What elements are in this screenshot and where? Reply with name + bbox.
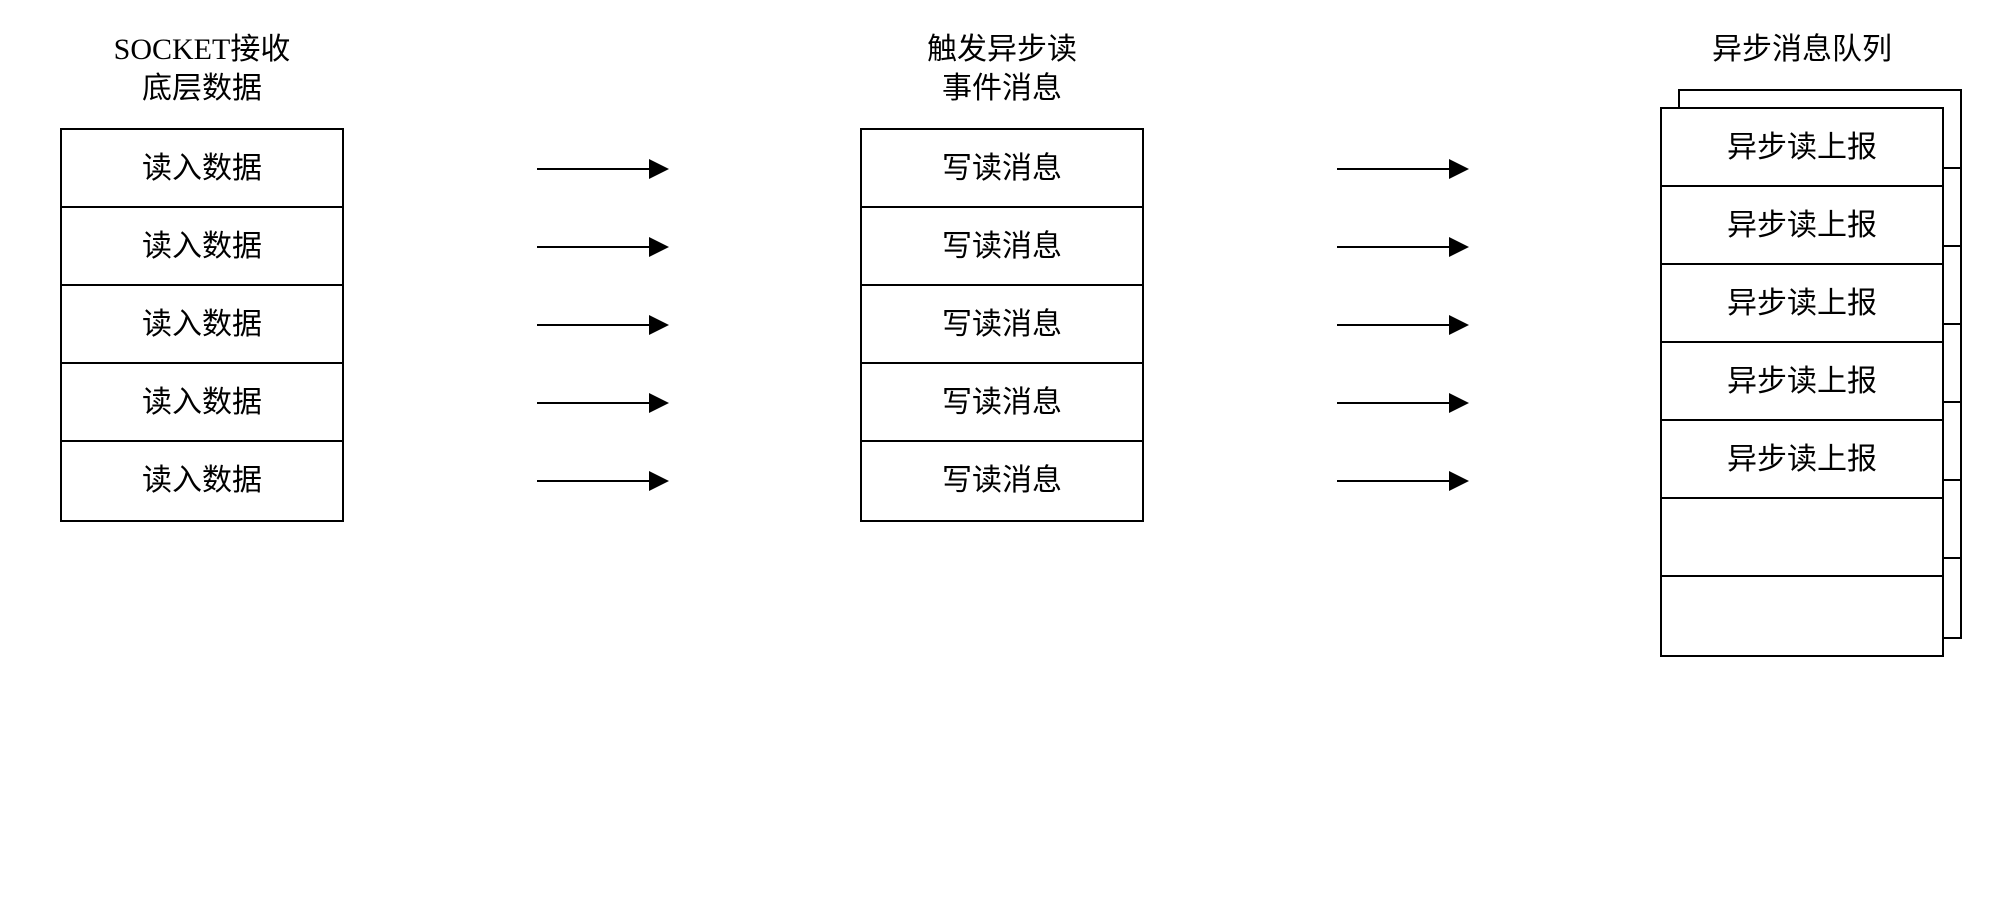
middle-column-title: 触发异步读 事件消息 [927,30,1077,108]
right-cell-empty [1662,577,1942,655]
right-cell: 异步读上报 [1662,187,1942,265]
right-stack-front: 异步读上报 异步读上报 异步读上报 异步读上报 异步读上报 [1660,107,1944,657]
right-cell: 异步读上报 [1662,421,1942,499]
arrow-row [1337,130,1467,208]
arrows-middle-right [1337,30,1467,520]
left-stack: 读入数据 读入数据 读入数据 读入数据 读入数据 [60,128,344,522]
arrow-row [1337,208,1467,286]
diagram-container: SOCKET接收 底层数据 读入数据 读入数据 读入数据 读入数据 读入数据 触… [60,30,1944,657]
middle-column: 触发异步读 事件消息 写读消息 写读消息 写读消息 写读消息 写读消息 [860,30,1144,522]
arrow-icon [537,246,667,248]
arrow-icon [1337,480,1467,482]
arrow-icon [1337,168,1467,170]
right-column-title: 异步消息队列 [1712,30,1892,69]
arrow-row [537,130,667,208]
arrow-row [537,208,667,286]
middle-cell: 写读消息 [862,208,1142,286]
left-cell: 读入数据 [62,364,342,442]
right-cell: 异步读上报 [1662,109,1942,187]
right-cell: 异步读上报 [1662,343,1942,421]
left-cell: 读入数据 [62,208,342,286]
middle-cell: 写读消息 [862,442,1142,520]
arrow-icon [537,480,667,482]
arrow-icon [1337,246,1467,248]
arrow-icon [537,402,667,404]
arrow-row [1337,442,1467,520]
arrow-row [1337,364,1467,442]
left-column-title: SOCKET接收 底层数据 [114,30,291,108]
right-column: 异步消息队列 异步读上报 异步读上报 异步读上报 异步读上报 异步读上报 [1660,30,1944,657]
arrow-icon [1337,324,1467,326]
left-column: SOCKET接收 底层数据 读入数据 读入数据 读入数据 读入数据 读入数据 [60,30,344,522]
middle-cell: 写读消息 [862,130,1142,208]
arrow-row [537,286,667,364]
arrow-icon [537,324,667,326]
middle-cell: 写读消息 [862,364,1142,442]
arrow-row [537,442,667,520]
arrow-row [1337,286,1467,364]
arrow-icon [537,168,667,170]
arrow-row [537,364,667,442]
arrows-left-middle [537,30,667,520]
left-cell: 读入数据 [62,130,342,208]
arrow-icon [1337,402,1467,404]
right-stack-wrapper: 异步读上报 异步读上报 异步读上报 异步读上报 异步读上报 [1660,107,1944,657]
middle-stack: 写读消息 写读消息 写读消息 写读消息 写读消息 [860,128,1144,522]
left-cell: 读入数据 [62,286,342,364]
left-cell: 读入数据 [62,442,342,520]
right-cell-empty [1662,499,1942,577]
middle-cell: 写读消息 [862,286,1142,364]
right-cell: 异步读上报 [1662,265,1942,343]
